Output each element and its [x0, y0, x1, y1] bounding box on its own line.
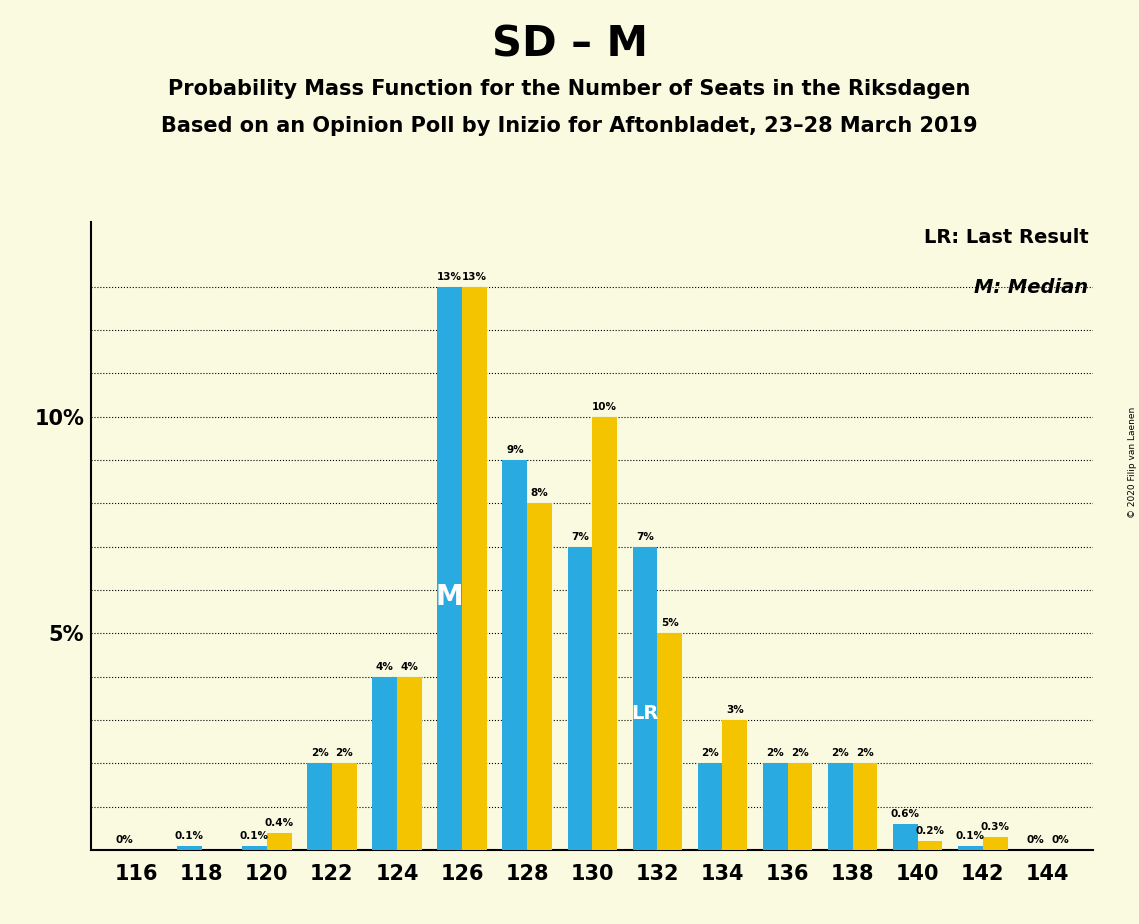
- Text: LR: Last Result: LR: Last Result: [924, 228, 1089, 247]
- Bar: [331, 763, 357, 850]
- Text: 0.4%: 0.4%: [264, 818, 294, 828]
- Text: 2%: 2%: [831, 748, 850, 759]
- Bar: [698, 763, 722, 850]
- Text: 0%: 0%: [115, 835, 133, 845]
- Bar: [592, 417, 617, 850]
- Bar: [958, 845, 983, 850]
- Text: 0%: 0%: [1051, 835, 1070, 845]
- Text: 0.6%: 0.6%: [891, 808, 920, 819]
- Text: 2%: 2%: [311, 748, 328, 759]
- Bar: [657, 634, 682, 850]
- Bar: [372, 676, 398, 850]
- Bar: [398, 676, 421, 850]
- Text: 2%: 2%: [767, 748, 784, 759]
- Text: © 2020 Filip van Laenen: © 2020 Filip van Laenen: [1128, 407, 1137, 517]
- Text: M: Median: M: Median: [974, 278, 1089, 298]
- Bar: [983, 837, 1008, 850]
- Bar: [722, 720, 747, 850]
- Bar: [763, 763, 787, 850]
- Text: Based on an Opinion Poll by Inizio for Aftonbladet, 23–28 March 2019: Based on an Opinion Poll by Inizio for A…: [162, 116, 977, 136]
- Bar: [787, 763, 812, 850]
- Bar: [893, 824, 918, 850]
- Text: 10%: 10%: [592, 402, 617, 411]
- Text: 4%: 4%: [401, 662, 418, 672]
- Bar: [437, 286, 462, 850]
- Text: M: M: [436, 583, 464, 611]
- Bar: [567, 547, 592, 850]
- Text: 4%: 4%: [376, 662, 394, 672]
- Text: 7%: 7%: [636, 531, 654, 541]
- Bar: [462, 286, 486, 850]
- Text: 13%: 13%: [437, 272, 462, 282]
- Text: 0%: 0%: [1026, 835, 1044, 845]
- Bar: [308, 763, 331, 850]
- Bar: [632, 547, 657, 850]
- Bar: [177, 845, 202, 850]
- Bar: [527, 504, 552, 850]
- Text: 2%: 2%: [790, 748, 809, 759]
- Bar: [853, 763, 877, 850]
- Text: 0.2%: 0.2%: [916, 826, 944, 836]
- Bar: [828, 763, 853, 850]
- Text: 8%: 8%: [531, 488, 549, 498]
- Text: 13%: 13%: [462, 272, 487, 282]
- Text: 0.1%: 0.1%: [240, 831, 269, 841]
- Text: 0.1%: 0.1%: [956, 831, 985, 841]
- Text: LR: LR: [631, 704, 658, 723]
- Text: 2%: 2%: [857, 748, 874, 759]
- Text: 2%: 2%: [702, 748, 719, 759]
- Text: 3%: 3%: [726, 705, 744, 715]
- Text: 5%: 5%: [661, 618, 679, 628]
- Bar: [267, 833, 292, 850]
- Bar: [502, 460, 527, 850]
- Bar: [918, 842, 942, 850]
- Text: SD – M: SD – M: [492, 23, 647, 65]
- Text: Probability Mass Function for the Number of Seats in the Riksdagen: Probability Mass Function for the Number…: [169, 79, 970, 99]
- Bar: [243, 845, 267, 850]
- Text: 0.3%: 0.3%: [981, 821, 1009, 832]
- Text: 2%: 2%: [335, 748, 353, 759]
- Text: 9%: 9%: [506, 444, 524, 455]
- Text: 0.1%: 0.1%: [175, 831, 204, 841]
- Text: 7%: 7%: [571, 531, 589, 541]
